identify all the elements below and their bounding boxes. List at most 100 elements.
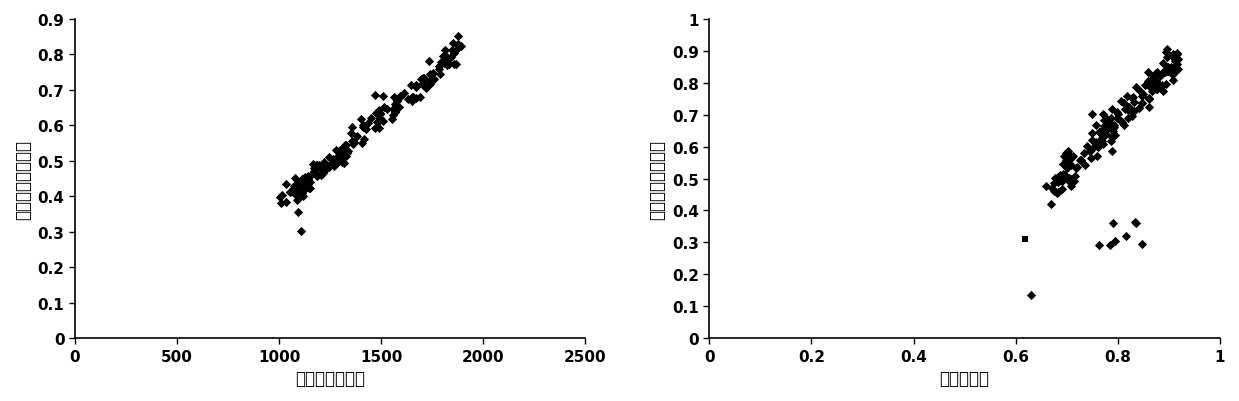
Point	[1057, 157, 1077, 163]
Point	[403, 98, 422, 105]
Point	[1100, 242, 1120, 249]
Point	[1092, 132, 1111, 138]
Point	[299, 173, 318, 179]
Point	[1147, 69, 1167, 76]
Point	[1059, 175, 1079, 181]
Point	[295, 176, 315, 183]
Point	[1098, 126, 1118, 132]
Point	[332, 154, 352, 160]
Point	[1156, 67, 1176, 73]
Point	[1088, 145, 1108, 151]
Point	[1048, 174, 1068, 180]
Point	[1047, 190, 1067, 197]
Point	[431, 59, 451, 66]
Point	[1104, 125, 1124, 131]
Point	[1101, 115, 1121, 122]
Point	[1052, 186, 1072, 192]
Point	[300, 179, 320, 186]
Point	[295, 175, 315, 182]
Point	[385, 109, 405, 115]
Point	[311, 166, 331, 172]
Point	[313, 170, 333, 176]
Point	[354, 137, 374, 143]
Point	[337, 151, 357, 157]
Point	[276, 199, 296, 206]
Point	[1053, 172, 1073, 178]
Point	[437, 55, 457, 61]
Point	[1099, 126, 1119, 132]
Point	[292, 194, 312, 200]
Point	[1150, 74, 1170, 80]
Point	[300, 186, 320, 192]
Point	[320, 155, 339, 161]
Point	[451, 43, 471, 50]
Point	[1125, 219, 1145, 225]
Point	[449, 42, 468, 48]
Point	[1147, 83, 1167, 90]
Point	[301, 173, 321, 180]
Point	[295, 187, 315, 193]
Point	[1114, 123, 1134, 129]
Point	[1093, 142, 1113, 148]
Point	[1166, 57, 1186, 63]
Point	[280, 189, 300, 196]
Point	[403, 95, 422, 101]
Point	[435, 61, 455, 67]
Point	[1118, 108, 1137, 114]
Point	[1139, 78, 1158, 85]
Point	[1093, 128, 1113, 134]
Point	[325, 164, 344, 170]
Point	[1157, 69, 1177, 75]
Point	[1057, 166, 1077, 172]
Point	[403, 94, 422, 101]
Point	[413, 75, 432, 82]
Point	[291, 192, 311, 199]
Point	[385, 109, 405, 116]
Point	[1043, 189, 1063, 195]
Point	[1085, 122, 1105, 129]
Point	[435, 47, 455, 54]
Point	[406, 96, 426, 102]
Point	[444, 41, 463, 47]
Point	[1089, 242, 1109, 248]
Point	[369, 126, 389, 132]
Point	[290, 179, 310, 186]
Point	[1108, 115, 1127, 122]
Point	[353, 124, 373, 130]
Point	[1103, 134, 1123, 141]
Point	[1110, 99, 1130, 105]
Point	[342, 139, 362, 145]
Point	[333, 147, 353, 153]
Point	[446, 61, 466, 68]
Point	[332, 159, 352, 166]
Point	[419, 81, 439, 87]
Point	[316, 166, 336, 172]
Point	[328, 160, 348, 166]
Point	[336, 143, 356, 149]
Point	[295, 176, 315, 182]
Point	[351, 116, 370, 123]
Point	[384, 94, 404, 101]
Point	[1166, 65, 1186, 71]
Point	[1104, 220, 1124, 226]
Point	[1084, 144, 1104, 150]
Point	[419, 79, 439, 86]
Point	[1089, 130, 1109, 136]
Point	[1098, 116, 1118, 123]
Point	[1130, 88, 1150, 95]
Point	[369, 111, 389, 117]
Point	[421, 78, 441, 84]
Point	[1168, 66, 1188, 73]
Point	[437, 62, 457, 69]
Point	[1056, 174, 1075, 181]
Point	[1058, 178, 1078, 184]
Point	[1095, 125, 1115, 131]
Point	[1053, 153, 1073, 160]
Point	[368, 111, 388, 118]
Point	[406, 83, 426, 89]
Point	[1163, 77, 1183, 83]
Point	[285, 175, 305, 182]
Point	[309, 163, 328, 169]
Point	[1155, 69, 1175, 76]
Point	[1113, 120, 1132, 126]
